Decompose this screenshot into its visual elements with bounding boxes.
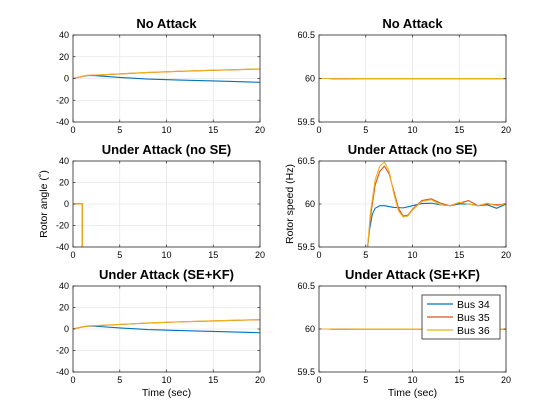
panel-4-ytick-label-2: 60.5 bbox=[297, 156, 315, 166]
panel-3: 0 5 10 15 20 -40 -20 0 20 40 Under Attack (no SE) R… bbox=[38, 142, 265, 260]
panel-4-xtick-label-4: 20 bbox=[501, 250, 511, 260]
panel-2-xtick-label-1: 5 bbox=[363, 125, 368, 135]
panel-5-xtick-label-1: 5 bbox=[117, 375, 122, 385]
panel-5-series-bus36-line bbox=[73, 318, 260, 330]
panel-3-xtick-label-0: 0 bbox=[70, 250, 75, 260]
panel-3-title: Under Attack (no SE) bbox=[102, 142, 232, 157]
panel-5-xtick-label-0: 0 bbox=[70, 375, 75, 385]
panel-5-xtick-label-4: 20 bbox=[255, 375, 265, 385]
panel-1: 0 5 10 15 20 -40 -20 0 20 40 No Attack bbox=[56, 16, 265, 135]
panel-2-xtick-label-2: 10 bbox=[407, 125, 417, 135]
panel-5-ytick-label-4: 40 bbox=[59, 281, 69, 291]
panel-6-xtick-label-1: 5 bbox=[363, 375, 368, 385]
panel-1-title: No Attack bbox=[136, 16, 197, 31]
panel-3-xtick-label-1: 5 bbox=[117, 250, 122, 260]
panel-4-xtick-label-2: 10 bbox=[407, 250, 417, 260]
panel-5-ytick-label-1: -20 bbox=[56, 346, 69, 356]
panel-6-xtick-label-4: 20 bbox=[501, 375, 511, 385]
panel-3-xtick-label-3: 15 bbox=[208, 250, 218, 260]
panel-6: 0 5 10 15 20 59.5 60 60.5 Under Attack (SE+KF) Ti… bbox=[297, 267, 511, 399]
panel-3-series-bus36-line bbox=[73, 203, 83, 247]
panel-4: 0 5 10 15 20 59.5 60 60.5 Under Attack (no SE) Ro… bbox=[284, 142, 511, 260]
panel-2-xtick-label-3: 15 bbox=[454, 125, 464, 135]
panel-2-title: No Attack bbox=[382, 16, 443, 31]
panel-3-ytick-label-2: 0 bbox=[64, 199, 69, 209]
panel-1-xtick-label-3: 15 bbox=[208, 125, 218, 135]
panel-1-ytick-label-2: 0 bbox=[64, 74, 69, 84]
panel-4-ytick-label-1: 60 bbox=[305, 199, 315, 209]
panel-6-xtick-label-3: 15 bbox=[454, 375, 464, 385]
panel-3-xtick-label-2: 10 bbox=[161, 250, 171, 260]
panel-2-ytick-label-2: 60.5 bbox=[297, 30, 315, 40]
panel-4-xtick-label-3: 15 bbox=[454, 250, 464, 260]
panel-4-xtick-label-1: 5 bbox=[363, 250, 368, 260]
panel-1-xtick-label-2: 10 bbox=[161, 125, 171, 135]
legend-label-bus36: Bus 36 bbox=[457, 325, 490, 337]
panel-1-xtick-label-1: 5 bbox=[117, 125, 122, 135]
panel-6-xtick-label-2: 10 bbox=[407, 375, 417, 385]
panel-6-ytick-label-2: 60.5 bbox=[297, 281, 315, 291]
panel-5-xtick-label-2: 10 bbox=[161, 375, 171, 385]
panel-2: 0 5 10 15 20 59.5 60 60.5 No Attack bbox=[297, 16, 511, 135]
panel-3-xtick-label-4: 20 bbox=[255, 250, 265, 260]
panel-4-series-bus36-line bbox=[367, 161, 506, 247]
panel-5-ytick-label-0: -40 bbox=[56, 367, 69, 377]
panel-6-xlabel: Time (sec) bbox=[388, 387, 437, 399]
panel-5-xlabel: Time (sec) bbox=[142, 387, 191, 399]
panel-5-xtick-label-3: 15 bbox=[208, 375, 218, 385]
panel-6-ytick-label-0: 59.5 bbox=[297, 367, 315, 377]
panel-3-ytick-label-3: 20 bbox=[59, 178, 69, 188]
panel-3-ytick-label-0: -40 bbox=[56, 242, 69, 252]
panel-2-xtick-label-4: 20 bbox=[501, 125, 511, 135]
panel-4-series-bus35-line bbox=[367, 165, 506, 247]
panel-1-ytick-label-3: 20 bbox=[59, 52, 69, 62]
panel-1-xtick-label-4: 20 bbox=[255, 125, 265, 135]
panel-1-xtick-label-0: 0 bbox=[70, 125, 75, 135]
legend-label-bus34: Bus 34 bbox=[457, 299, 490, 311]
panel-6-title: Under Attack (SE+KF) bbox=[345, 267, 480, 282]
panel-3-ytick-label-4: 40 bbox=[59, 156, 69, 166]
panel-2-xtick-label-0: 0 bbox=[316, 125, 321, 135]
panel-4-ytick-label-0: 59.5 bbox=[297, 242, 315, 252]
panel-1-ytick-label-0: -40 bbox=[56, 117, 69, 127]
panel-2-ytick-label-1: 60 bbox=[305, 74, 315, 84]
panel-5-ytick-label-3: 20 bbox=[59, 303, 69, 313]
panel-6-ytick-label-1: 60 bbox=[305, 324, 315, 334]
legend-label-bus35: Bus 35 bbox=[457, 312, 490, 324]
panel-2-ytick-label-0: 59.5 bbox=[297, 117, 315, 127]
panel-3-ylabel: Rotor angle (˚) bbox=[38, 170, 50, 238]
panel-4-title: Under Attack (no SE) bbox=[348, 142, 478, 157]
panel-3-ytick-label-1: -20 bbox=[56, 221, 69, 231]
panel-1-series-bus36-line bbox=[73, 68, 260, 80]
panel-1-ytick-label-4: 40 bbox=[59, 30, 69, 40]
panel-5-title: Under Attack (SE+KF) bbox=[99, 267, 234, 282]
panel-5: 0 5 10 15 20 -40 -20 0 20 40 Under Attack (SE+KF) T… bbox=[56, 267, 265, 399]
panel-4-xtick-label-0: 0 bbox=[316, 250, 321, 260]
panel-6-xtick-label-0: 0 bbox=[316, 375, 321, 385]
panel-1-ytick-label-1: -20 bbox=[56, 95, 69, 105]
panel-5-ytick-label-2: 0 bbox=[64, 324, 69, 334]
panel-4-ylabel: Rotor speed (Hz) bbox=[284, 164, 296, 244]
